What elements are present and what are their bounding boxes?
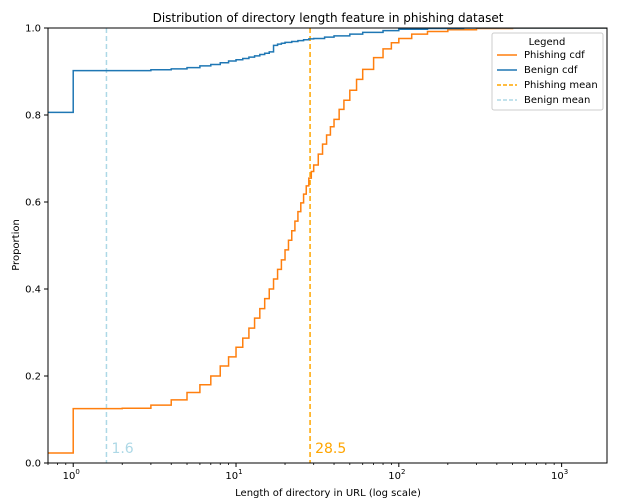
x-tick-label: 101 xyxy=(225,468,242,482)
x-tick-label: 102 xyxy=(388,468,405,482)
y-tick-label: 0.2 xyxy=(25,372,41,383)
y-tick-label: 0.4 xyxy=(25,285,41,296)
legend-box xyxy=(491,32,604,111)
plot-frame xyxy=(47,27,608,464)
x-tick-label: 103 xyxy=(551,468,568,482)
y-tick-label: 0.0 xyxy=(25,459,41,470)
legend-title: Legend xyxy=(529,37,566,48)
chart-title: Distribution of directory length feature… xyxy=(153,11,504,25)
y-axis-label: Proportion xyxy=(11,219,22,271)
y-tick-label: 1.0 xyxy=(25,24,41,35)
legend-entry-label: Phishing cdf xyxy=(524,50,585,61)
y-tick-label: 0.8 xyxy=(25,111,41,122)
legend-entry-label: Phishing mean xyxy=(524,80,598,91)
plot-area xyxy=(48,28,607,463)
mean-label-phishing: 28.5 xyxy=(315,441,346,457)
mean-label-benign: 1.6 xyxy=(111,441,133,457)
legend: Legend Phishing cdf Benign cdf Phishing me… xyxy=(491,32,604,111)
x-axis-label: Length of directory in URL (log scale) xyxy=(235,488,421,499)
benign-cdf-line xyxy=(48,28,607,114)
y-tick-label: 0.6 xyxy=(25,198,41,209)
legend-entry-label: Benign mean xyxy=(524,95,590,106)
x-tick-label: 100 xyxy=(63,468,80,482)
legend-entry-label: Benign cdf xyxy=(524,65,578,76)
phishing-cdf-line xyxy=(48,28,607,454)
